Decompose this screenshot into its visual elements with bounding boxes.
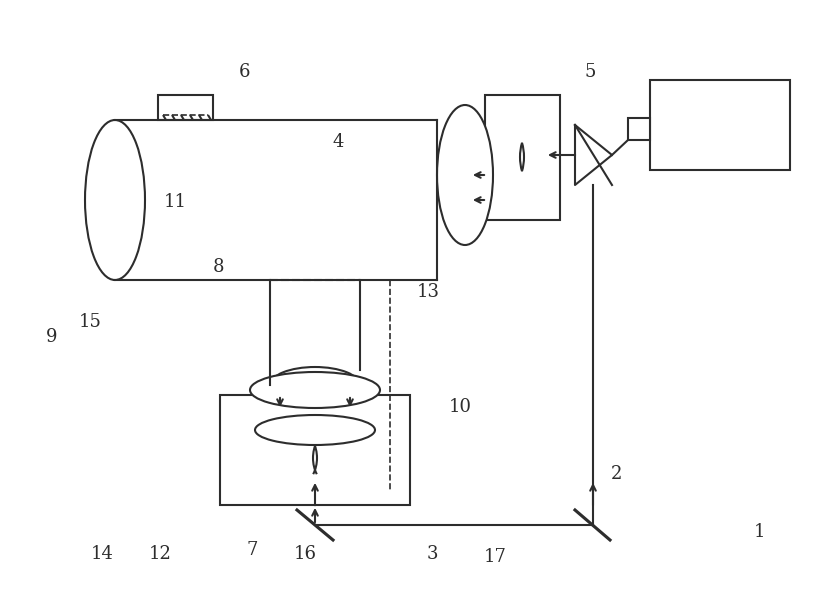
Text: 16: 16 <box>293 545 316 563</box>
Ellipse shape <box>270 367 360 403</box>
Text: 13: 13 <box>416 283 439 301</box>
Ellipse shape <box>437 105 493 245</box>
Text: 3: 3 <box>426 545 438 563</box>
Text: 14: 14 <box>90 545 113 563</box>
Bar <box>158 95 213 120</box>
Text: 12: 12 <box>148 545 171 563</box>
Bar <box>650 80 790 170</box>
Ellipse shape <box>250 372 380 408</box>
Text: 7: 7 <box>246 541 258 559</box>
Ellipse shape <box>255 415 375 445</box>
Text: 17: 17 <box>483 548 506 566</box>
Bar <box>628 118 650 140</box>
Text: 9: 9 <box>46 328 58 346</box>
Text: 5: 5 <box>584 63 596 81</box>
Text: 4: 4 <box>333 133 344 151</box>
Text: 10: 10 <box>448 398 472 416</box>
Bar <box>485 95 560 220</box>
Polygon shape <box>575 125 612 185</box>
Bar <box>220 395 410 505</box>
Text: 1: 1 <box>754 523 766 541</box>
Text: 8: 8 <box>212 258 224 276</box>
Text: 6: 6 <box>240 63 251 81</box>
Ellipse shape <box>85 120 145 280</box>
Text: 2: 2 <box>610 465 622 483</box>
Text: 15: 15 <box>78 313 101 331</box>
Text: 11: 11 <box>164 193 187 211</box>
